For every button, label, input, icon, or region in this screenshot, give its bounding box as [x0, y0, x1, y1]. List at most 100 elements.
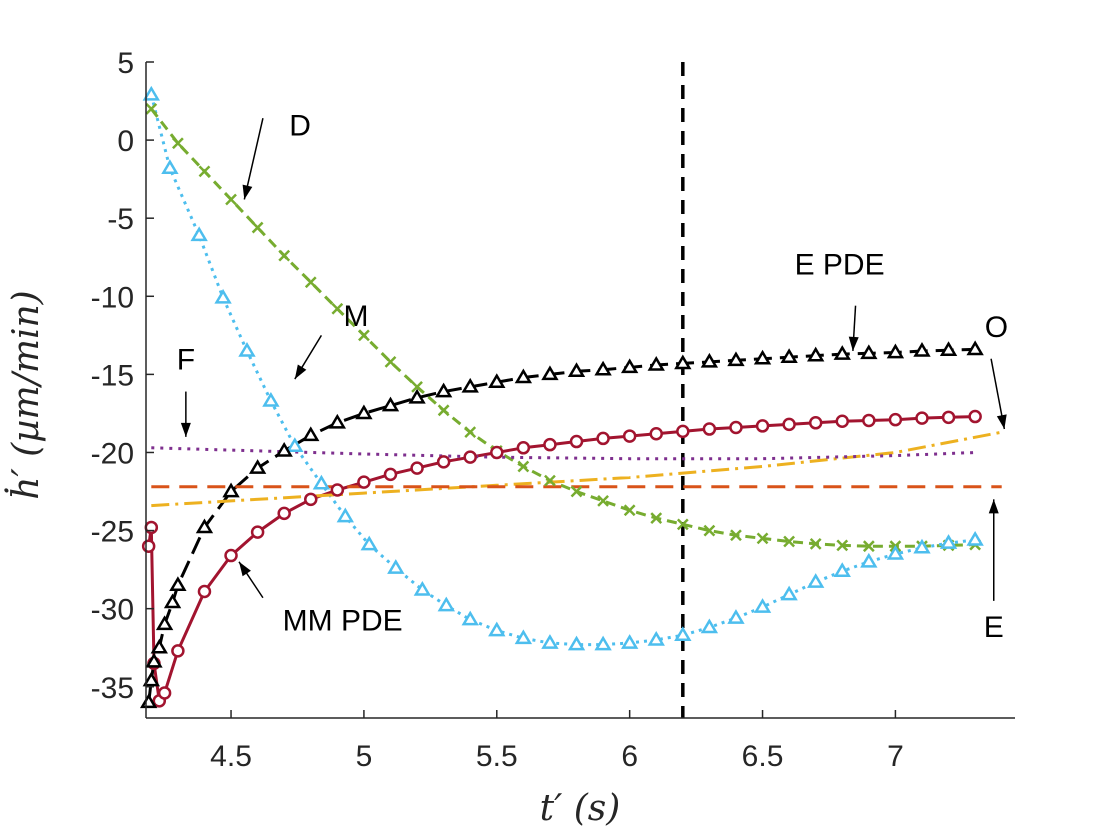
annotation-label-o: O: [985, 311, 1008, 344]
marker-d-15: [544, 474, 556, 487]
marker-mm-pde-31: [862, 413, 876, 428]
marker-e-pde-4: [155, 615, 174, 631]
marker-mm-pde-27: [755, 419, 770, 433]
marker-mm-pde-19: [543, 437, 557, 452]
annotation-arrowhead-d: [242, 184, 253, 200]
marker-mm-pde-9: [277, 506, 291, 521]
marker-m-16: [541, 634, 559, 649]
marker-m-24: [753, 598, 772, 613]
annotation-e: E: [984, 499, 1004, 644]
marker-m-15: [514, 629, 533, 645]
marker-e-pde-2: [145, 652, 163, 668]
marker-mm-pde-5: [171, 644, 185, 658]
annotation-label-e: E: [984, 611, 1004, 644]
annotation-arrowhead-e: [988, 499, 999, 514]
marker-e-pde-3: [150, 638, 168, 654]
marker-mm-pde-34: [941, 410, 956, 425]
marker-m-11: [413, 580, 432, 596]
marker-m-32: [966, 530, 984, 546]
marker-e-pde-15: [408, 388, 426, 404]
x-tick-label-4: 6.5: [742, 740, 784, 773]
annotation-mm-pde: MM PDE: [238, 561, 403, 638]
marker-m-29: [886, 545, 905, 560]
marker-mm-pde-7: [224, 548, 238, 563]
marker-mm-pde-12: [357, 475, 371, 489]
marker-m-8: [336, 507, 354, 523]
y-tick-label-5: -20: [91, 437, 134, 470]
y-tick-label-1: 0: [117, 125, 134, 158]
marker-e-pde-22: [594, 360, 612, 376]
marker-e-pde-18: [488, 373, 506, 388]
marker-d-1: [172, 137, 184, 150]
annotation-e-pde: E PDE: [795, 248, 885, 351]
marker-e-pde-10: [275, 441, 293, 457]
marker-m-25: [780, 585, 798, 601]
marker-e-pde-9: [248, 459, 267, 474]
marker-e-pde-27: [727, 351, 745, 367]
marker-m-4: [238, 341, 256, 357]
annotation-label-e-pde: E PDE: [795, 248, 885, 281]
marker-d-21: [703, 524, 716, 537]
marker-e-pde-24: [647, 356, 665, 371]
marker-mm-pde-23: [649, 426, 663, 441]
y-tick-label-3: -10: [91, 281, 134, 314]
marker-m-21: [674, 626, 692, 642]
annotation-arrowhead-o: [996, 414, 1007, 430]
marker-d-25: [809, 537, 822, 550]
marker-mm-pde-29: [808, 416, 823, 430]
annotation-arrowhead-f: [180, 422, 191, 437]
marker-mm-pde-16: [463, 450, 477, 464]
marker-e-pde-30: [807, 346, 825, 362]
marker-mm-pde-0: [141, 539, 156, 553]
marker-mm-pde-32: [888, 412, 903, 427]
x-tick-label-1: 5: [356, 740, 373, 773]
annotation-arrowhead-mm-pde: [239, 561, 251, 577]
y-tick-label-7: -30: [91, 594, 134, 627]
marker-layer: [139, 85, 984, 709]
marker-m-27: [833, 562, 851, 577]
marker-d-9: [384, 356, 397, 368]
marker-d-11: [437, 404, 450, 417]
marker-d-24: [783, 535, 795, 548]
annotation-m: M: [294, 300, 368, 380]
marker-mm-pde-8: [250, 525, 265, 539]
marker-mm-pde-22: [622, 429, 637, 443]
marker-e-pde-1: [142, 671, 161, 687]
annotation-f: F: [177, 344, 195, 437]
annotation-label-m: M: [343, 300, 368, 333]
marker-mm-pde-13: [383, 467, 398, 482]
marker-mm-pde-15: [436, 455, 451, 469]
marker-mm-pde-11: [330, 483, 345, 497]
marker-e-pde-36: [966, 340, 984, 356]
marker-e-pde-17: [461, 377, 479, 393]
marker-e-pde-35: [939, 341, 958, 356]
marker-d-12: [464, 426, 477, 439]
marker-m-12: [437, 596, 455, 612]
y-tick-label-8: -35: [91, 672, 134, 705]
annotation-label-f: F: [177, 344, 195, 377]
marker-d-27: [862, 540, 875, 553]
marker-d-19: [650, 512, 663, 524]
marker-d-14: [517, 460, 530, 473]
marker-e-pde-25: [674, 354, 692, 370]
tick-layer: 4.5 5 5.5 6 6.5 7 5 0 -5 -10 -15 -20 -25 -30 -35: [91, 47, 904, 773]
annotation-d: D: [242, 109, 311, 200]
marker-m-31: [939, 534, 958, 549]
marker-e-pde-13: [355, 404, 373, 420]
x-axis-label: t′ (s): [540, 788, 621, 829]
marker-mm-pde-21: [596, 431, 610, 446]
marker-mm-pde-4: [157, 686, 172, 700]
marker-e-pde-14: [381, 396, 400, 412]
marker-m-5: [262, 391, 280, 407]
marker-m-14: [488, 621, 506, 637]
marker-d-8: [358, 329, 370, 342]
marker-mm-pde-26: [729, 420, 743, 435]
marker-m-10: [387, 559, 405, 574]
marker-d-2: [198, 165, 211, 178]
marker-m-6: [286, 437, 304, 453]
plot-background: [146, 62, 1015, 718]
x-tick-label-2: 5.5: [476, 740, 518, 773]
marker-e-pde-8: [222, 482, 240, 498]
marker-m-3: [214, 288, 232, 304]
